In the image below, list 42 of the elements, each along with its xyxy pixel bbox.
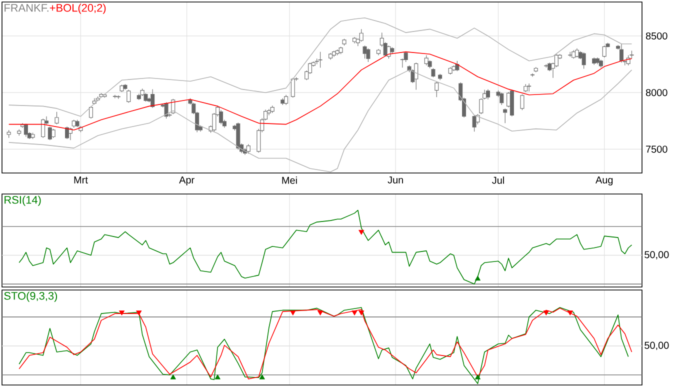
x-tick-label: Jun: [388, 176, 403, 184]
chart-title: STO(9,3,3): [4, 292, 58, 302]
candlestick: [219, 110, 224, 125]
candlestick: [112, 94, 117, 99]
candlestick: [359, 28, 364, 42]
candlestick: [362, 45, 367, 59]
candlestick: [500, 92, 504, 106]
y-tick-label: 8500: [646, 32, 668, 40]
candlestick: [431, 68, 436, 78]
text: 50,00: [644, 342, 669, 350]
y-tick-label: 7500: [646, 146, 668, 153]
candlestick: [150, 88, 155, 108]
candlestick: [414, 62, 418, 90]
chart-title: FRANKF.: [4, 4, 48, 12]
chart-title: RSI(14): [4, 196, 41, 206]
candlestick: [424, 54, 428, 66]
candlestick: [602, 45, 606, 58]
candlestick: [486, 88, 490, 100]
x-tick-label: Mei: [282, 176, 297, 184]
x-tick-label: Mrt: [74, 176, 88, 184]
candlestick: [318, 52, 322, 68]
candlestick: [126, 89, 131, 104]
x-tick-label: Jul: [492, 176, 504, 184]
text: +BOL(20;2): [50, 4, 106, 14]
y-tick-label: 8000: [646, 89, 668, 96]
candlestick: [455, 60, 460, 72]
candlestick: [582, 52, 586, 70]
candlestick: [366, 48, 370, 62]
candlestick: [290, 78, 295, 98]
candlestick: [619, 44, 624, 63]
x-tick-label: Aug: [596, 176, 613, 186]
text: 50,00: [644, 251, 669, 260]
candlestick: [527, 83, 532, 92]
candlestick: [246, 144, 250, 154]
candlestick: [386, 45, 391, 59]
candlestick: [520, 94, 524, 110]
x-tick-label: Apr: [179, 176, 194, 186]
candlestick: [284, 94, 288, 106]
candlestick: [88, 106, 93, 119]
candlestick: [164, 102, 168, 119]
candlestick: [434, 82, 439, 98]
candlestick: [530, 73, 534, 78]
